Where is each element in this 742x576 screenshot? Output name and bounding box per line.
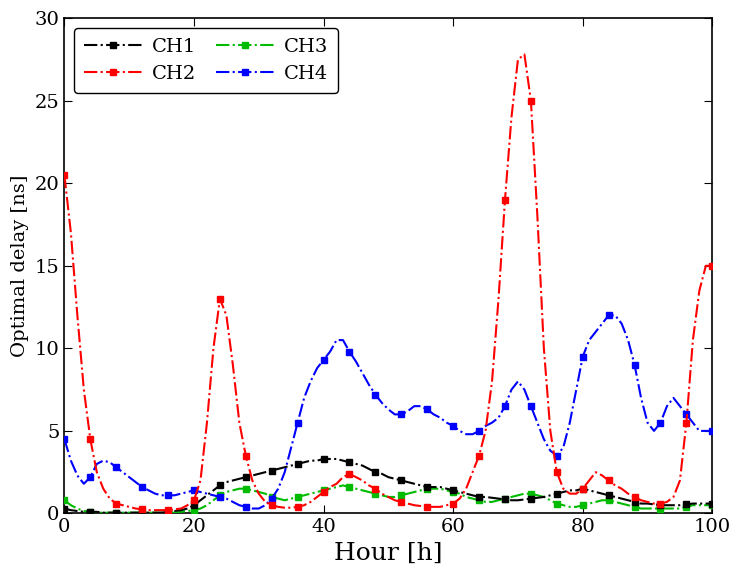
CH2: [229, 361, 237, 368]
CH3: [229, 487, 237, 494]
CH1: [319, 456, 328, 463]
CH2: [60, 172, 69, 179]
CH1: [559, 488, 568, 495]
CH1: [527, 495, 536, 502]
CH3: [462, 494, 470, 501]
Line: CH2: CH2: [62, 52, 715, 513]
CH3: [338, 482, 347, 489]
CH4: [455, 427, 464, 434]
CH3: [527, 490, 536, 497]
CH3: [112, 509, 121, 516]
CH2: [364, 482, 373, 489]
CH4: [520, 386, 529, 393]
Line: CH1: CH1: [62, 456, 715, 516]
CH3: [371, 490, 380, 497]
Line: CH3: CH3: [62, 483, 715, 516]
CH2: [105, 495, 114, 502]
X-axis label: Hour [h]: Hour [h]: [334, 542, 443, 565]
CH3: [559, 502, 568, 509]
CH4: [222, 495, 231, 502]
CH4: [364, 381, 373, 388]
CH1: [112, 509, 121, 516]
CH2: [527, 97, 536, 104]
CH1: [462, 490, 470, 497]
Legend: CH1, CH2, CH3, CH4: CH1, CH2, CH3, CH4: [74, 28, 338, 93]
CH1: [229, 477, 237, 484]
CH4: [552, 452, 561, 459]
CH2: [520, 51, 529, 58]
CH4: [604, 312, 613, 319]
CH2: [455, 495, 464, 502]
CH4: [105, 459, 114, 466]
CH2: [144, 507, 153, 514]
CH4: [60, 435, 69, 442]
Y-axis label: Optimal delay [ns]: Optimal delay [ns]: [11, 175, 29, 357]
CH3: [60, 497, 69, 504]
CH1: [60, 505, 69, 512]
CH2: [708, 262, 717, 269]
Line: CH4: CH4: [62, 313, 715, 511]
CH3: [92, 509, 101, 516]
CH2: [559, 485, 568, 492]
CH1: [371, 469, 380, 476]
CH3: [708, 502, 717, 509]
CH1: [99, 509, 108, 516]
CH4: [248, 505, 257, 512]
CH4: [708, 427, 717, 434]
CH1: [708, 500, 717, 507]
